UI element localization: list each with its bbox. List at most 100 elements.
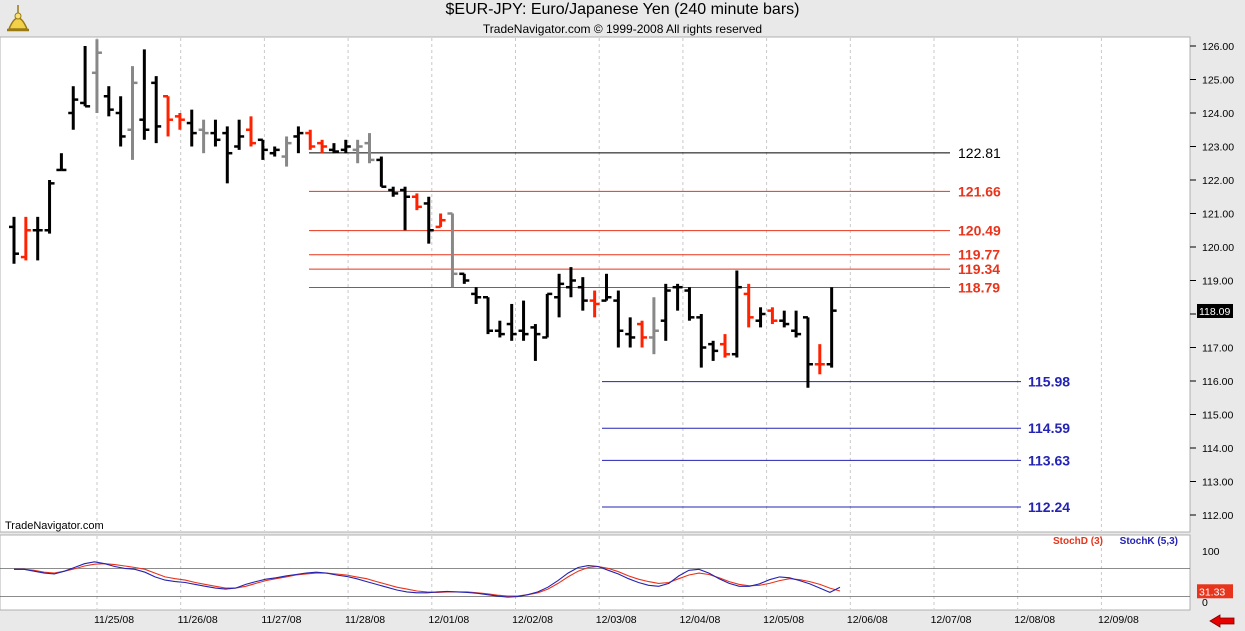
level-label: 115.98 <box>1028 374 1070 390</box>
y-tick-label: 113.00 <box>1202 477 1233 489</box>
x-tick-label: 12/04/08 <box>679 614 720 626</box>
ohlc-bar <box>637 320 648 348</box>
ohlc-bar <box>459 272 470 284</box>
ohlc-bar <box>103 86 114 117</box>
level-label: 118.79 <box>958 280 1000 296</box>
y-tick-label: 120.00 <box>1202 242 1234 254</box>
level-label: 113.63 <box>1028 452 1070 468</box>
ohlc-bar <box>411 193 422 211</box>
x-tick-label: 12/05/08 <box>763 614 804 626</box>
ohlc-bar <box>802 316 813 388</box>
y-tick-label: 122.00 <box>1202 175 1234 187</box>
ohlc-bar <box>257 138 268 160</box>
ohlc-bar <box>708 340 719 361</box>
ohlc-bar <box>565 267 576 298</box>
ohlc-bar <box>731 270 742 358</box>
ohlc-bar <box>743 283 754 328</box>
ohlc-bar <box>20 216 31 261</box>
stoch-k-legend: StochK (5,3) <box>1120 536 1178 547</box>
ohlc-bar <box>648 297 659 355</box>
ohlc-bar <box>293 126 304 154</box>
level-label: 112.24 <box>1028 499 1070 515</box>
ohlc-bar <box>435 213 446 229</box>
ohlc-bar <box>317 139 328 154</box>
ohlc-bar <box>613 290 624 348</box>
ohlc-bar <box>210 119 221 147</box>
level-label: 122.81 <box>958 145 1001 161</box>
ohlc-bar <box>589 290 600 318</box>
x-tick-label: 11/25/08 <box>94 614 134 626</box>
ohlc-bar <box>720 334 730 358</box>
y-tick-label: 115.00 <box>1202 410 1233 422</box>
x-tick-label: 11/26/08 <box>178 614 218 626</box>
ohlc-bar <box>186 109 197 147</box>
ohlc-bar <box>755 307 766 328</box>
ohlc-bar <box>80 46 91 108</box>
ohlc-bar <box>68 86 79 130</box>
ohlc-bar <box>494 320 505 338</box>
ohlc-bar <box>696 314 707 368</box>
ohlc-bar <box>423 196 434 244</box>
y-tick-label: 114.00 <box>1202 443 1233 455</box>
watermark: TradeNavigator.com <box>5 520 104 532</box>
y-tick-label: 121.00 <box>1202 209 1234 221</box>
y-tick-label: 119.00 <box>1202 276 1233 288</box>
ohlc-bar <box>506 303 517 341</box>
ohlc-bar <box>388 186 399 197</box>
ohlc-bar <box>779 310 790 328</box>
x-tick-label: 12/02/08 <box>512 614 553 626</box>
chart-subtitle: TradeNavigator.com © 1999-2008 All right… <box>482 22 763 36</box>
level-label: 121.66 <box>958 183 1001 199</box>
ohlc-bar <box>364 133 375 164</box>
ohlc-bar <box>684 287 695 321</box>
ohlc-bar <box>483 296 493 335</box>
stoch-d-line <box>14 563 841 597</box>
ohlc-bar <box>672 283 683 311</box>
ohlc-bar <box>660 283 671 341</box>
ohlc-bar <box>246 116 256 147</box>
last-price-box <box>1197 303 1233 318</box>
stoch-last-label: 31.33 <box>1199 586 1225 598</box>
level-label: 119.34 <box>958 261 1000 277</box>
ohlc-bar <box>376 156 387 188</box>
ohlc-bar <box>601 273 612 302</box>
last-price-label: 118.09 <box>1199 306 1230 318</box>
x-tick-label: 11/27/08 <box>261 614 301 626</box>
ohlc-bar <box>269 146 280 157</box>
level-label: 120.49 <box>958 223 1001 239</box>
scroll-left-arrow-icon[interactable] <box>1208 614 1236 628</box>
x-tick-label: 12/01/08 <box>428 614 469 626</box>
ohlc-bar <box>56 153 67 172</box>
y-tick-label: 126.00 <box>1202 41 1234 53</box>
y-tick-label: 112.00 <box>1202 510 1233 522</box>
ohlc-bar <box>577 277 588 311</box>
ohlc-bar <box>127 66 138 160</box>
ohlc-bar <box>151 76 162 144</box>
ohlc-bar <box>542 292 553 339</box>
sextant-logo-icon <box>7 5 29 32</box>
ohlc-bar <box>91 39 102 113</box>
ohlc-bar <box>625 317 636 348</box>
ohlc-bar <box>791 310 802 338</box>
y-tick-label: 123.00 <box>1202 142 1234 154</box>
ohlc-bar <box>234 119 245 150</box>
ohlc-bar <box>400 186 411 231</box>
ohlc-bar <box>222 126 233 184</box>
price-panel <box>0 36 1191 533</box>
x-tick-label: 12/03/08 <box>596 614 637 626</box>
chart-title: $EUR-JPY: Euro/Japanese Yen (240 minute … <box>445 1 800 18</box>
x-tick-label: 12/08/08 <box>1014 614 1055 626</box>
stoch-d-legend: StochD (3) <box>1053 536 1103 547</box>
ohlc-bar <box>174 113 185 130</box>
ohlc-bar <box>305 129 316 150</box>
ohlc-bar <box>139 49 150 140</box>
ohlc-bar <box>530 324 541 361</box>
y-tick-label: 125.00 <box>1202 75 1234 87</box>
ohlc-bar <box>281 136 292 167</box>
ohlc-bar <box>32 216 43 261</box>
y-tick-label: 124.00 <box>1202 108 1234 120</box>
ohlc-bar <box>554 273 565 318</box>
ohlc-bar <box>471 287 482 304</box>
ohlc-bar <box>814 344 825 375</box>
x-tick-label: 12/06/08 <box>847 614 888 626</box>
